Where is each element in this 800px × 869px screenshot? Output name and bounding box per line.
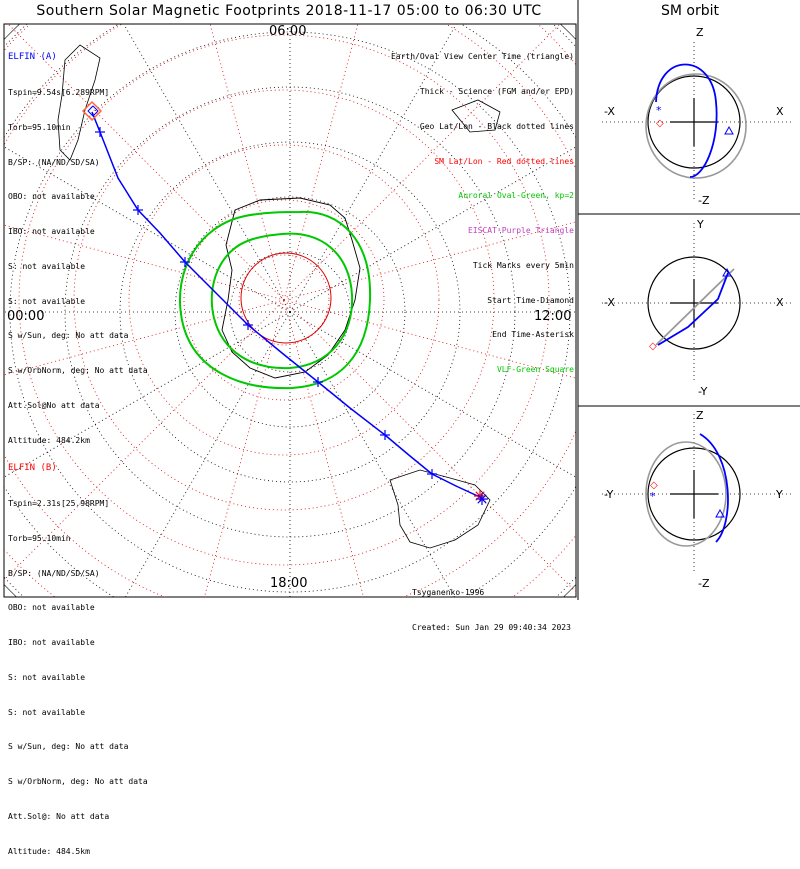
south-america-coast <box>57 44 101 161</box>
hour-label-left: 00:00 <box>7 309 45 324</box>
xy-top-label: Y <box>697 218 704 231</box>
sm-lat-circle <box>18 34 550 566</box>
legend-item: Thick - Science (FGM and/or EPD) <box>419 86 574 96</box>
elfin-a-line: S w/OrbNorm, deg: No att data <box>8 366 148 376</box>
legend-item: Start Time-Diamond <box>487 295 574 305</box>
hour-label-bottom: 18:00 <box>270 576 308 591</box>
legend-item: Geo Lat/Lon - Black dotted lines <box>419 121 574 131</box>
elfin-a-track <box>91 111 483 499</box>
sm-meridian <box>283 299 364 597</box>
elfin-b-line: Altitude: 484.5km <box>8 846 90 856</box>
elfin-b-line: S w/OrbNorm, deg: No att data <box>8 777 148 787</box>
orbit-grey <box>645 73 747 179</box>
legend: Earth/Oval View Center Time (triangle) T… <box>391 28 574 387</box>
elfin-b-line: S: not available <box>8 672 86 682</box>
page-title: Southern Solar Magnetic Footprints 2018-… <box>36 3 542 19</box>
sm-lat-circle <box>183 199 385 401</box>
australia-coast <box>389 469 491 549</box>
sm-lat-circle <box>73 89 495 511</box>
start-marker: ◇ <box>649 341 657 352</box>
elfin-b-line: Torb=95.10min <box>8 533 71 543</box>
legend-item: VLF-Green Square <box>496 365 574 375</box>
elfin-a-line: S: not available <box>8 296 86 306</box>
legend-item: SM Lat/Lon - Red dotted lines <box>434 156 574 166</box>
legend-item: EISCAT-Purple Triangle <box>468 226 574 236</box>
xy-bottom-label: -Y <box>698 385 708 398</box>
elfin-a-line: OBO: not available <box>8 192 95 202</box>
legend-item: End Time-Asterisk <box>492 330 574 340</box>
elfin-b-line: S w/Sun, deg: No att data <box>8 742 129 752</box>
orbit-panel-xy: ◇ <box>602 223 794 383</box>
end-marker: * <box>656 104 662 117</box>
sm-lat-circle <box>128 144 440 456</box>
xz-left-label: -X <box>604 105 615 118</box>
earth-circle <box>647 75 741 169</box>
earth-circle <box>647 256 741 350</box>
view-triangle <box>715 508 725 518</box>
island-coast <box>451 99 501 133</box>
elfin-b-line: Att.Sol@: No att data <box>8 812 110 821</box>
auroral-oval-inner <box>210 232 354 370</box>
credits: Tsyganenko-1996 Created: Sun Jan 29 09:4… <box>412 564 571 645</box>
legend-item: Earth/Oval View Center Time (triangle) <box>390 52 574 62</box>
elfin-a-line: Torb=95.10min <box>8 122 71 132</box>
yz-top-label: Z <box>696 409 704 422</box>
legend-item: Tick Marks every 5min <box>472 260 574 270</box>
sm-lat-circle <box>238 254 330 346</box>
footprint-map: ◇*◇◇* <box>3 0 800 600</box>
hour-label-right: 12:00 <box>534 309 572 324</box>
end-marker: * <box>650 490 656 503</box>
elfin-b-line: OBO: not available <box>8 603 95 613</box>
xz-bottom-label: -Z <box>698 194 710 207</box>
xy-left-label: -X <box>604 296 615 309</box>
start-diamond <box>81 100 103 122</box>
orbit-blue <box>699 433 729 543</box>
elfin-b-line: B/SP: (NA/ND/SD/SA) <box>8 568 100 578</box>
orbit-title: SM orbit <box>660 3 719 19</box>
elfin-a-line: Tspin=9.54s[6.289RPM] <box>8 87 110 97</box>
view-triangle <box>724 125 734 135</box>
geo-lat-circle <box>119 141 461 483</box>
sm-pole-circle <box>240 252 332 344</box>
antarctica-coast <box>221 197 361 379</box>
elfin-a-info: ELFIN (A) Tspin=9.54s[6.289RPM] Torb=95.… <box>8 29 148 458</box>
elfin-a-line: IBO: not available <box>8 227 95 237</box>
start-marker: ◇ <box>650 480 658 491</box>
map-group <box>4 24 576 597</box>
end-asterisk <box>477 494 487 504</box>
elfin-a-line: Altitude: 484.2km <box>8 435 90 445</box>
view-triangle <box>722 267 732 277</box>
xy-right-label: X <box>776 296 784 309</box>
elfin-a-name: ELFIN (A) <box>8 52 57 63</box>
credit-created: Created: Sun Jan 29 09:40:34 2023 <box>412 622 571 632</box>
hour-label-top: 06:00 <box>269 24 307 39</box>
xz-top-label: Z <box>696 26 704 39</box>
elfin-a-line: Att.Sol@No att data <box>8 401 100 410</box>
orbit-blue <box>655 63 718 178</box>
elfin-a-line: B/SP: (NA/ND/SD/SA) <box>8 157 100 167</box>
elfin-a-line: S: not available <box>8 261 86 271</box>
elfin-b-name: ELFIN (B) <box>8 463 57 474</box>
elfin-b-line: S: not available <box>8 707 86 717</box>
elfin-b-line: IBO: not available <box>8 638 95 648</box>
xz-right-label: X <box>776 105 784 118</box>
yz-bottom-label: -Z <box>698 577 710 590</box>
start-diamond <box>87 105 99 117</box>
orbit-panel-xz: ◇* <box>602 42 794 202</box>
elfin-b-info: ELFIN (B) Tspin=2.31s[25.98RPM] Torb=95.… <box>8 440 148 869</box>
start-marker: ◇ <box>656 118 664 129</box>
orbit-grey <box>655 268 735 346</box>
legend-item: Auroral Oval-Green, kp=2 <box>458 191 574 201</box>
auroral-oval-outer <box>179 210 372 390</box>
earth-circle <box>647 447 741 541</box>
orbit-blue <box>657 272 729 346</box>
elfin-a-line: S w/Sun, deg: No att data <box>8 331 129 341</box>
elfin-b-line: Tspin=2.31s[25.98RPM] <box>8 498 110 508</box>
orbit-grey <box>645 441 727 547</box>
credit-model: Tsyganenko-1996 <box>412 588 485 598</box>
yz-right-label: Y <box>776 488 783 501</box>
geo-lat-circle <box>174 196 406 428</box>
yz-left-label: -Y <box>604 488 614 501</box>
orbit-panel-yz: ◇* <box>602 414 794 574</box>
